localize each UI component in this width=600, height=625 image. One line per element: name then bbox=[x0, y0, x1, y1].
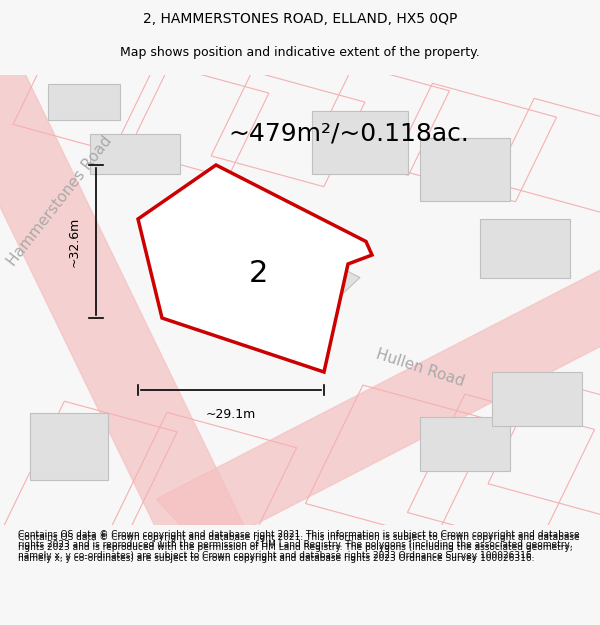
Text: 2: 2 bbox=[248, 259, 268, 288]
Text: Hammerstones Road: Hammerstones Road bbox=[5, 133, 115, 269]
Polygon shape bbox=[420, 417, 510, 471]
Polygon shape bbox=[90, 134, 180, 174]
Polygon shape bbox=[492, 372, 582, 426]
Polygon shape bbox=[312, 111, 408, 174]
Text: 2, HAMMERSTONES ROAD, ELLAND, HX5 0QP: 2, HAMMERSTONES ROAD, ELLAND, HX5 0QP bbox=[143, 12, 457, 26]
Polygon shape bbox=[156, 251, 600, 551]
Text: Contains OS data © Crown copyright and database right 2021. This information is : Contains OS data © Crown copyright and d… bbox=[18, 533, 580, 562]
Text: ~479m²/~0.118ac.: ~479m²/~0.118ac. bbox=[228, 121, 469, 146]
Polygon shape bbox=[48, 84, 120, 120]
Text: ~32.6m: ~32.6m bbox=[68, 216, 81, 267]
Polygon shape bbox=[138, 165, 372, 372]
Text: Contains OS data © Crown copyright and database right 2021. This information is : Contains OS data © Crown copyright and d… bbox=[18, 530, 580, 560]
Polygon shape bbox=[180, 224, 360, 345]
Text: Hullen Road: Hullen Road bbox=[374, 346, 466, 389]
Text: Map shows position and indicative extent of the property.: Map shows position and indicative extent… bbox=[120, 46, 480, 59]
Polygon shape bbox=[30, 412, 108, 480]
Text: ~29.1m: ~29.1m bbox=[206, 408, 256, 421]
Polygon shape bbox=[420, 138, 510, 201]
Polygon shape bbox=[480, 219, 570, 278]
Polygon shape bbox=[0, 42, 250, 558]
